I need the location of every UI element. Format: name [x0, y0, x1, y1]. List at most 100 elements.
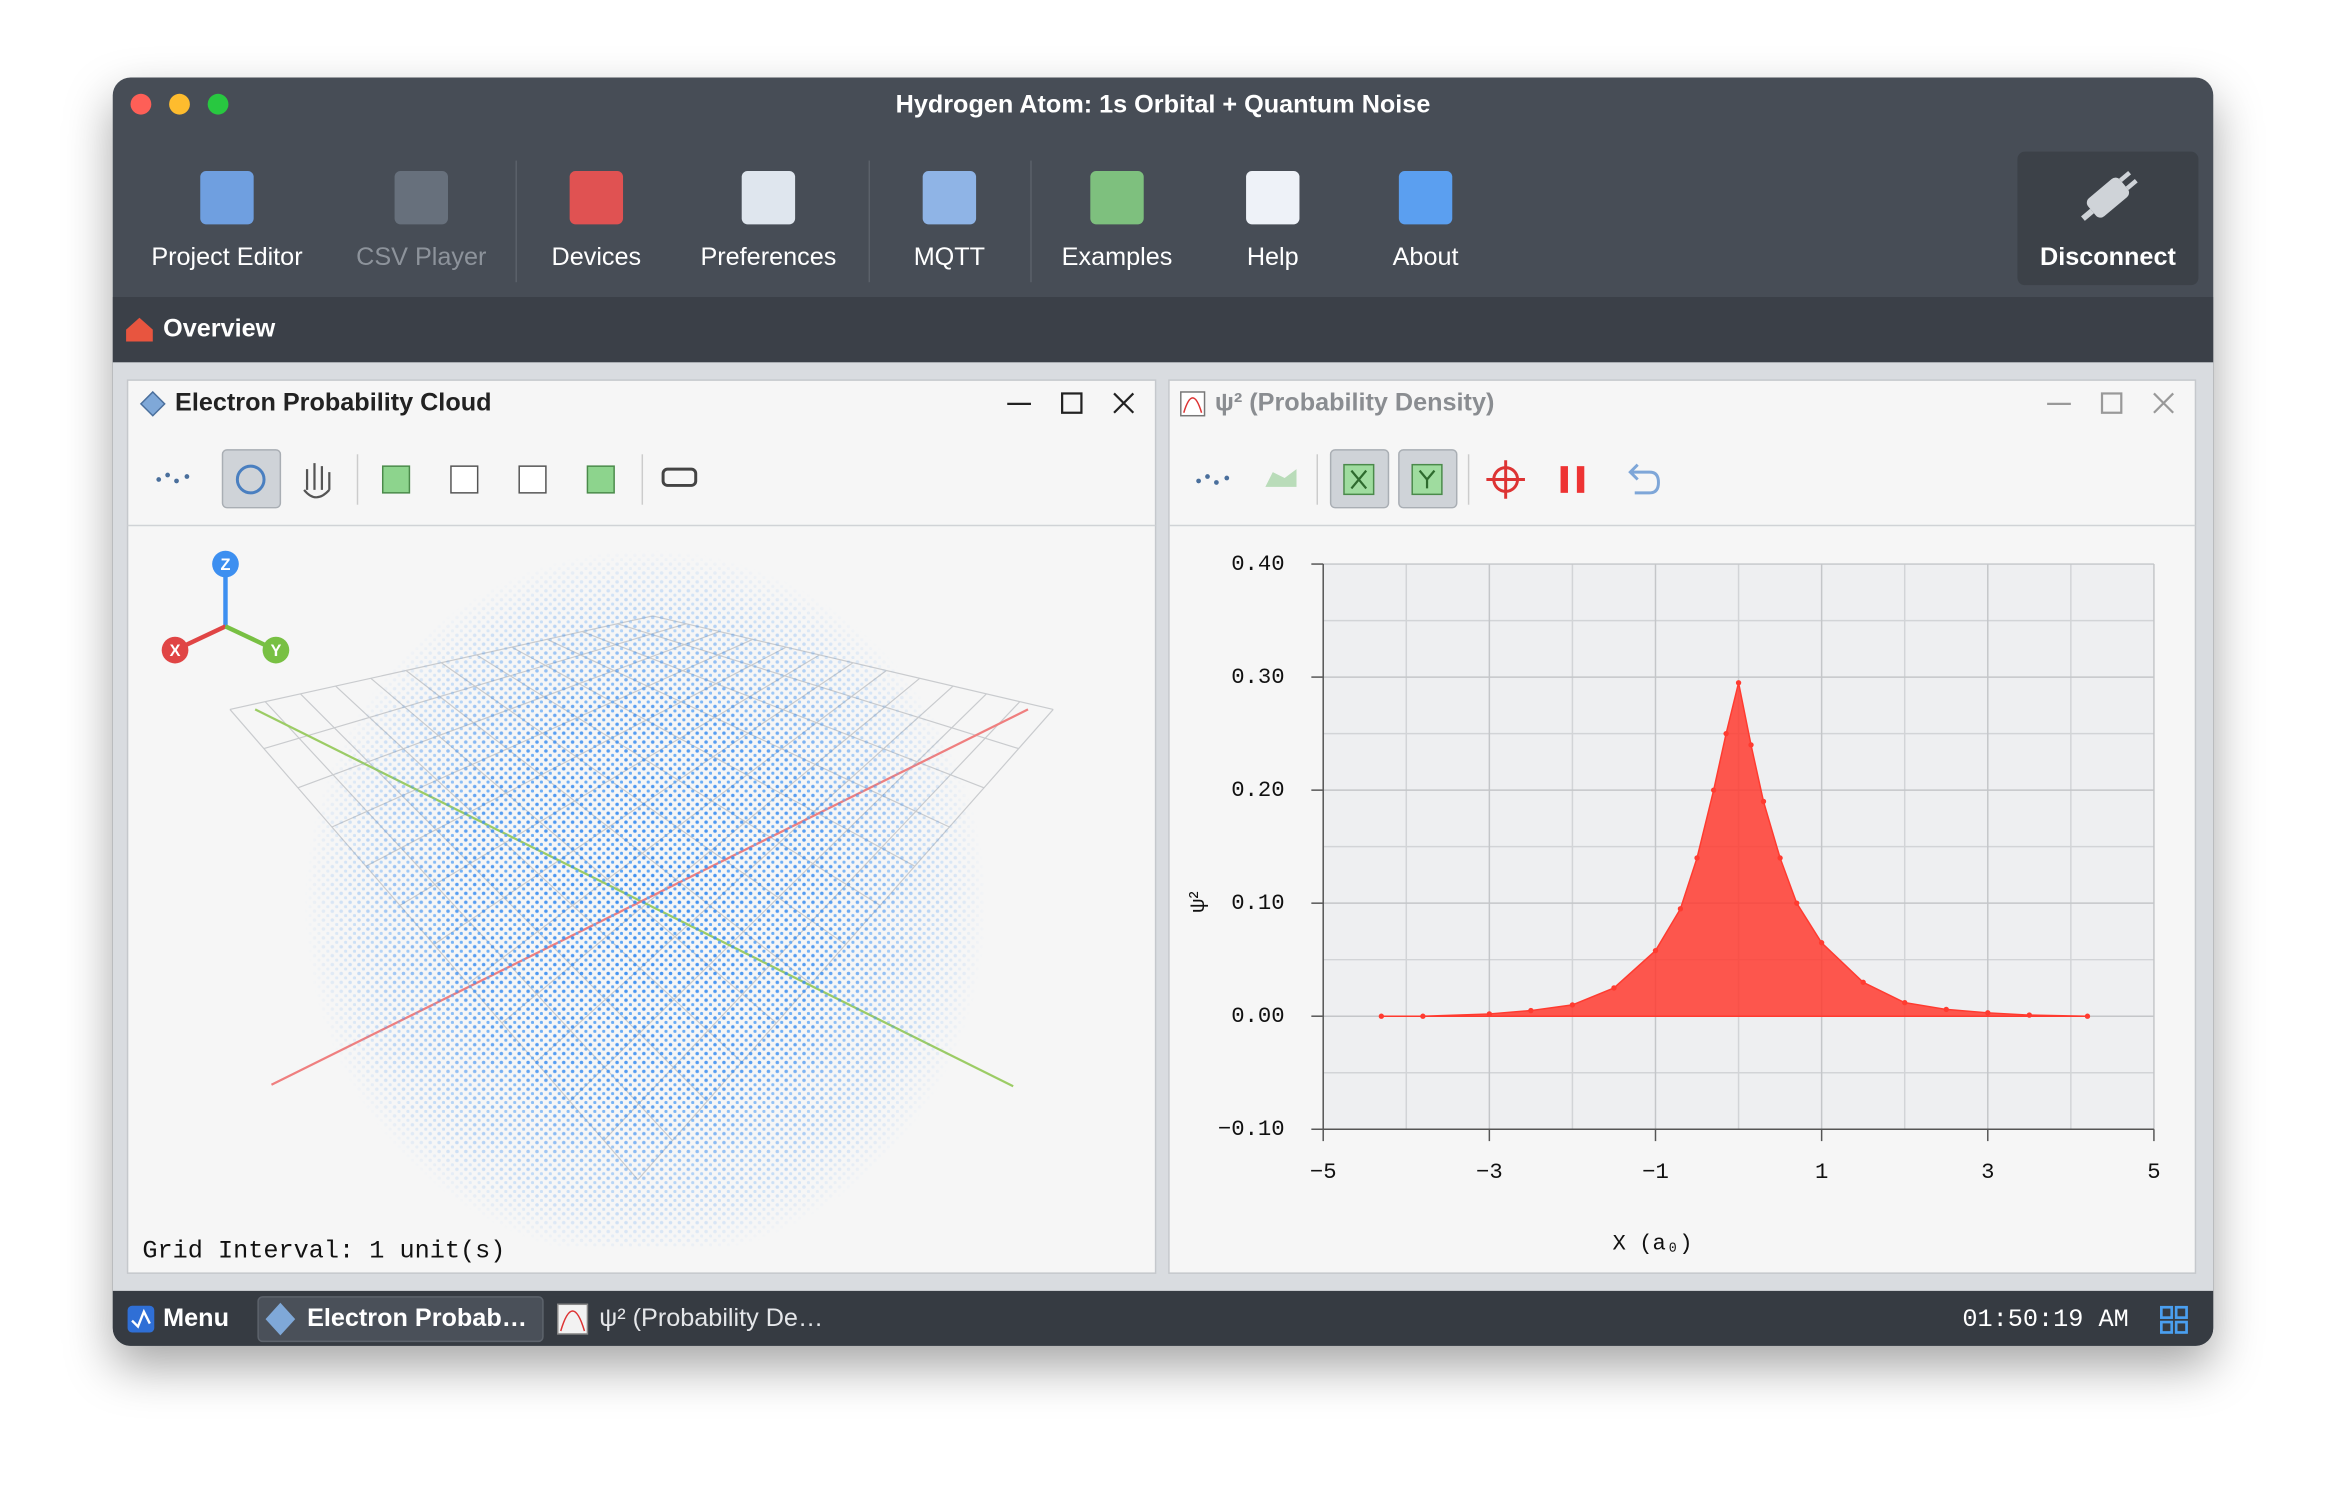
grid-interval: Grid Interval: 1 unit(s): [142, 1237, 505, 1266]
panel-icon: [139, 390, 166, 417]
y-tick-label: 0.30: [1231, 664, 1284, 690]
point: [2026, 1012, 2032, 1018]
x-tick-label: 3: [1981, 1159, 1994, 1185]
point: [1677, 906, 1684, 912]
task-active[interactable]: [257, 1296, 544, 1343]
y-tick-label: 0.00: [1231, 1003, 1284, 1029]
y-glyph: [1418, 469, 1436, 489]
x-axis-label: X (a₀): [1612, 1230, 1692, 1256]
toolbar-label[interactable]: Help: [1247, 243, 1299, 271]
view-tools[interactable]: [381, 465, 615, 494]
crosshair-tool[interactable]: [1486, 460, 1525, 499]
point: [2084, 1013, 2091, 1019]
orbit-tool[interactable]: [221, 449, 282, 509]
scatter-tool[interactable]: [156, 472, 190, 484]
point: [1777, 855, 1783, 861]
point: [1860, 979, 1866, 985]
panel-title: Electron Probability Cloud: [175, 389, 491, 417]
gizmo-label: Z: [220, 556, 230, 574]
panel-icon-curve: [1183, 397, 1203, 413]
point: [1611, 985, 1617, 991]
zoom-button[interactable]: [207, 93, 229, 115]
point: [1528, 1007, 1534, 1014]
density-envelope: [1381, 682, 2088, 1017]
toolbar-icon: [1246, 170, 1300, 225]
reset-tool[interactable]: [1628, 463, 1660, 495]
gizmo-y-ball: [262, 636, 290, 664]
maximize[interactable]: [2100, 392, 2123, 414]
task-label[interactable]: ψ² (Probability De…: [599, 1304, 823, 1332]
clock: 01:50:19 AM: [1962, 1305, 2128, 1334]
gizmo-label: X: [170, 642, 181, 660]
orbit-icon: [235, 464, 266, 495]
panel-icon: [1180, 391, 1206, 417]
toolbar-label[interactable]: CSV Player: [356, 243, 486, 271]
probability-cloud: [267, 534, 1039, 1247]
toolbar-icon: [1090, 170, 1144, 225]
y-tick-label: 0.40: [1231, 551, 1284, 577]
scatter-tool[interactable]: [1196, 474, 1230, 485]
point: [1985, 1010, 1991, 1016]
point: [1486, 1011, 1493, 1017]
point: [1902, 999, 1908, 1006]
minimize-button[interactable]: [169, 93, 190, 115]
y-tick-label: 0.20: [1231, 777, 1284, 803]
toolbar-label[interactable]: About: [1393, 243, 1459, 271]
workspace-icon[interactable]: [2160, 1305, 2188, 1334]
point: [1694, 855, 1700, 861]
x-tick-label: −5: [1310, 1159, 1337, 1185]
close-button[interactable]: [130, 93, 152, 115]
task-label[interactable]: Electron Probab…: [307, 1304, 527, 1332]
disconnect-label[interactable]: Disconnect: [2040, 243, 2176, 271]
point: [1710, 787, 1717, 793]
point: [1794, 900, 1800, 906]
task-icon: [557, 1303, 589, 1335]
point: [1735, 680, 1742, 686]
area-tool[interactable]: [1265, 469, 1297, 487]
point: [1748, 742, 1754, 748]
point: [1652, 947, 1659, 954]
panel-title: ψ² (Probability Density): [1215, 389, 1494, 417]
y-tick-label: 0.10: [1231, 890, 1284, 916]
point: [1760, 798, 1767, 805]
disconnect-button[interactable]: [2017, 151, 2199, 286]
pan-tool[interactable]: [303, 463, 331, 499]
breadcrumb[interactable]: Overview: [163, 314, 275, 342]
y-axis-label: ψ²: [1186, 891, 1209, 913]
menu-glyph: [131, 1308, 151, 1329]
task-icon-curve: [560, 1310, 586, 1332]
toolbar-label[interactable]: Preferences: [700, 243, 836, 271]
point: [1723, 730, 1729, 737]
toolbar-label[interactable]: Project Editor: [151, 243, 302, 271]
x-glyph: [1350, 469, 1368, 490]
point: [1420, 1013, 1426, 1019]
pause-tool[interactable]: [1560, 466, 1585, 493]
toolbar-icon: [569, 170, 624, 225]
toolbar-label[interactable]: Devices: [552, 243, 642, 271]
stereo-tool[interactable]: [661, 467, 698, 487]
point: [1569, 1002, 1576, 1008]
toolbar-label[interactable]: Examples: [1062, 243, 1173, 271]
close[interactable]: [2153, 392, 2174, 414]
toolbar-icon: [741, 170, 796, 225]
toolbar-label[interactable]: MQTT: [914, 243, 985, 271]
home-icon: [126, 317, 153, 342]
toolbar-icon: [1398, 170, 1453, 225]
point: [1818, 940, 1825, 946]
plot: −0.10 0.00 0.10 0.20 0.30 0.40 −5 −3 −1 1 3 5 X (a₀)…: [1186, 551, 2161, 1256]
gizmo-label: Y: [270, 642, 281, 660]
maximize[interactable]: [1061, 392, 1083, 414]
window-title: Hydrogen Atom: 1s Orbital + Quantum Nois…: [896, 90, 1431, 118]
close[interactable]: [1113, 392, 1135, 414]
x-tick-label: −1: [1642, 1159, 1669, 1185]
toolbar-icon: [394, 170, 448, 225]
x-tick-label: 5: [2147, 1159, 2160, 1185]
breadcrumb-bar: [112, 297, 2214, 363]
point: [1378, 1013, 1385, 1019]
x-tick-label: −3: [1476, 1159, 1503, 1185]
toolbar-icon: [200, 170, 254, 225]
gizmo-x-ball: [161, 636, 189, 664]
menu[interactable]: Menu: [163, 1304, 229, 1332]
